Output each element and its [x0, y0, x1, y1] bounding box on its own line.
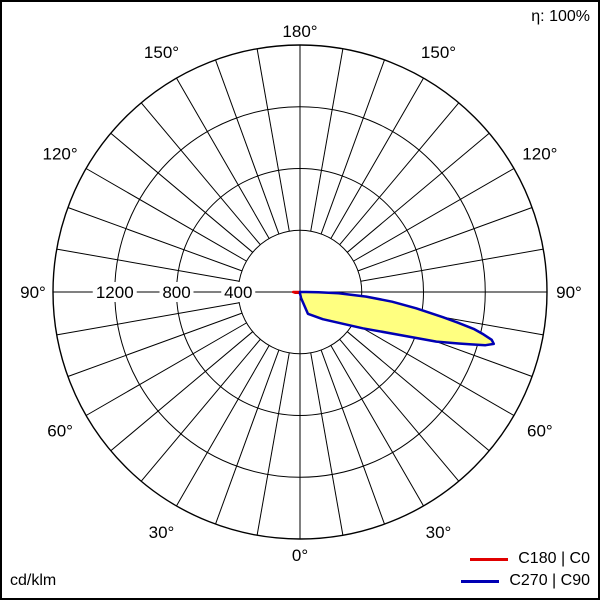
grid-spoke — [176, 77, 270, 239]
grid-spoke — [320, 349, 385, 525]
angle-label: 150° — [144, 43, 179, 62]
angle-label: 30° — [149, 523, 175, 542]
grid-spoke — [215, 349, 280, 525]
grid-spoke — [346, 331, 490, 452]
angle-label: 180° — [282, 22, 317, 41]
angle-label: 120° — [43, 145, 78, 164]
legend: C180 | C0 C270 | C90 — [461, 548, 590, 592]
grid-spoke — [346, 132, 490, 253]
tick-label-bg — [221, 282, 256, 302]
grid-spoke — [339, 338, 460, 482]
legend-swatch-c270-c90 — [461, 579, 500, 583]
radial-tick-label: 800 — [162, 283, 190, 302]
unit-label: cd/klm — [10, 572, 57, 589]
grid-spoke — [256, 352, 290, 536]
angle-label: 0° — [292, 546, 308, 565]
grid-spoke — [56, 302, 240, 336]
intensity-curve-c270-c90 — [298, 290, 496, 347]
grid-spoke — [215, 59, 280, 235]
grid-spoke — [339, 102, 460, 246]
grid-spoke — [256, 48, 290, 232]
tick-label-bg — [92, 282, 137, 302]
angle-label: 150° — [421, 43, 456, 62]
grid-spoke — [330, 77, 424, 239]
angle-label: 60° — [47, 422, 73, 441]
grid-spoke — [357, 207, 533, 272]
grid-ring — [52, 44, 548, 540]
grid-spoke — [85, 322, 247, 416]
angle-label: 60° — [527, 422, 553, 441]
angle-label: 90° — [20, 283, 46, 302]
intensity-curves — [291, 290, 496, 347]
grid-spoke — [320, 59, 385, 235]
grid-spoke — [140, 102, 261, 246]
grid-spoke — [110, 331, 254, 452]
legend-swatch-c180-c0 — [470, 557, 509, 561]
legend-item: C180 | C0 — [461, 548, 590, 570]
grid-spoke — [67, 207, 243, 272]
legend-label: C180 | C0 — [518, 550, 590, 567]
grid-spoke — [85, 168, 247, 262]
legend-item: C270 | C90 — [461, 570, 590, 592]
radial-tick-label: 1200 — [96, 283, 134, 302]
grid-spoke — [330, 345, 424, 507]
radial-tick-label: 400 — [224, 283, 252, 302]
legend-label: C270 | C90 — [509, 572, 590, 589]
grid-spoke — [56, 248, 240, 282]
grid-spoke — [360, 248, 544, 282]
grid-spoke — [110, 132, 254, 253]
grid-spoke — [353, 168, 515, 262]
axis-labels: 400 800 1200 180° 150° 150° 120° 120° 90° 90° 60° 6… — [20, 22, 582, 565]
grid-spoke — [310, 48, 344, 232]
efficiency-label: η: 100% — [531, 8, 590, 25]
angle-label: 90° — [556, 283, 582, 302]
grid-spoke — [353, 322, 515, 416]
angle-label: 30° — [426, 523, 452, 542]
grid-spoke — [140, 338, 261, 482]
tick-label-bg — [159, 282, 194, 302]
grid-spoke — [67, 312, 243, 377]
grid-spoke — [176, 345, 270, 507]
grid-spoke — [310, 352, 344, 536]
angle-label: 120° — [522, 145, 557, 164]
